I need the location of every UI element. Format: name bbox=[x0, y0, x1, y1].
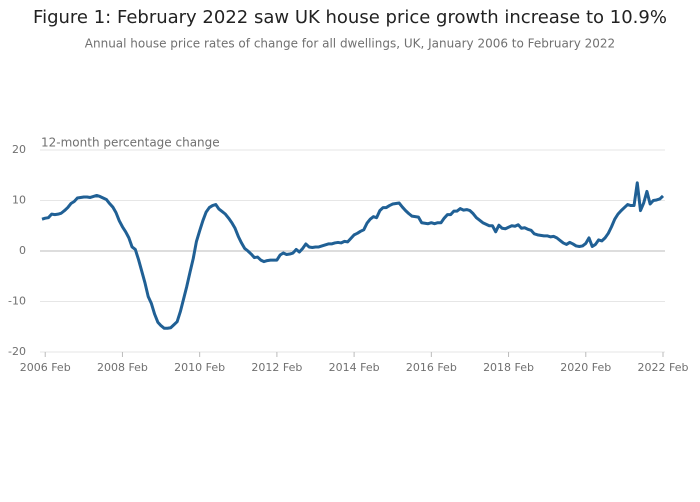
data-line bbox=[41, 181, 665, 330]
x-tick-label: 2010 Feb bbox=[174, 361, 225, 374]
y-tick-label: 10 bbox=[12, 194, 26, 207]
x-tick-label: 2020 Feb bbox=[560, 361, 611, 374]
x-tick-label: 2014 Feb bbox=[329, 361, 380, 374]
y-axis-title: 12-month percentage change bbox=[41, 136, 220, 150]
chart-subtitle: Annual house price rates of change for a… bbox=[85, 37, 615, 51]
x-tick-label: 2006 Feb bbox=[20, 361, 71, 374]
y-tick-label: 0 bbox=[19, 244, 26, 257]
y-tick-label: -20 bbox=[8, 345, 26, 358]
y-tick-label: 20 bbox=[12, 143, 26, 156]
x-tick-label: 2012 Feb bbox=[251, 361, 302, 374]
x-tick-label: 2022 Feb bbox=[638, 361, 689, 374]
x-tick-label: 2008 Feb bbox=[97, 361, 148, 374]
chart-title: Figure 1: February 2022 saw UK house pri… bbox=[33, 7, 667, 28]
x-tick-label: 2018 Feb bbox=[483, 361, 534, 374]
x-tick-label: 2016 Feb bbox=[406, 361, 457, 374]
y-tick-label: -10 bbox=[8, 295, 26, 308]
